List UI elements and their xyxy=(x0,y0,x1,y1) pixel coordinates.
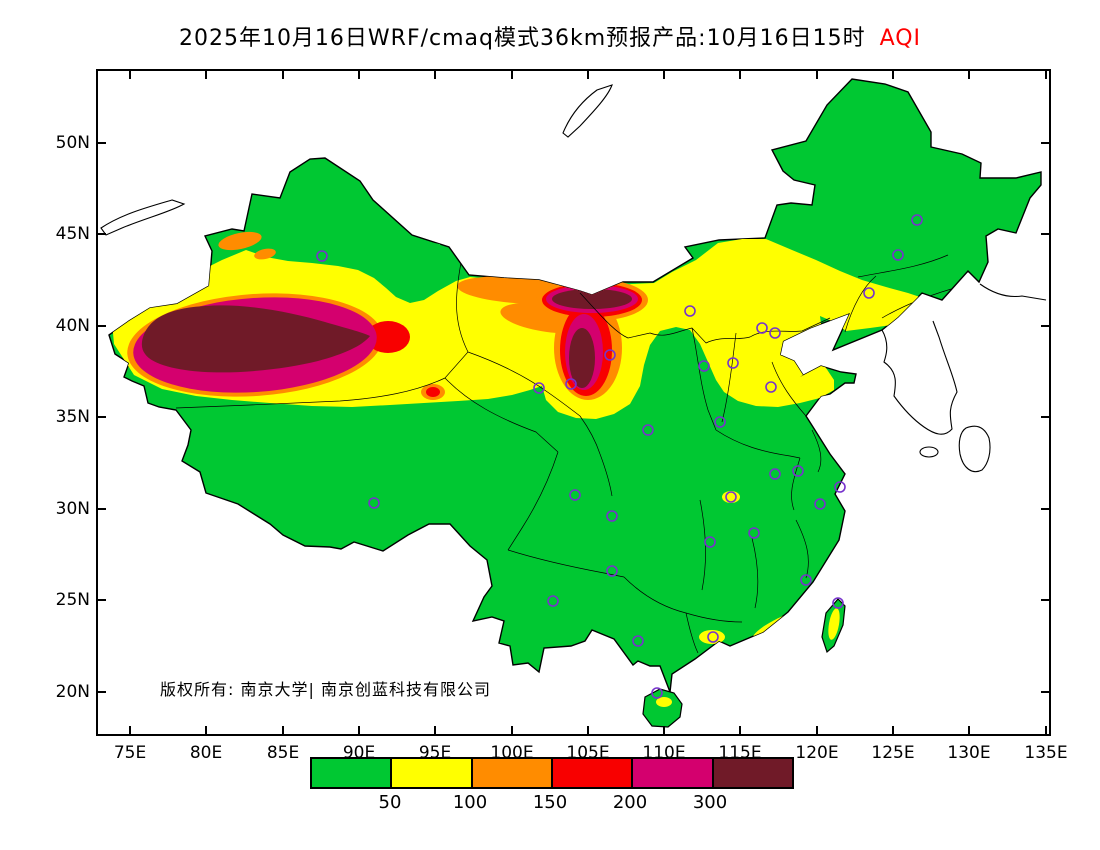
city-marker xyxy=(606,565,618,577)
city-marker xyxy=(748,527,760,539)
lon-label-125E: 125E xyxy=(871,743,915,763)
city-marker xyxy=(814,498,826,510)
aqi-yellow-spot-pearl-delta xyxy=(699,630,725,644)
legend-swatch-red xyxy=(552,759,634,787)
aqi-overlay-regions xyxy=(110,231,936,644)
city-markers xyxy=(316,214,923,699)
city-marker xyxy=(756,322,768,334)
city-marker xyxy=(606,510,618,522)
page-title: 2025年10月16日WRF/cmaq模式36km预报产品:10月16日15时 A… xyxy=(0,20,1100,52)
lat-label-25N: 25N xyxy=(55,590,90,610)
korea-outline xyxy=(881,320,958,435)
title-main: 2025年10月16日WRF/cmaq模式36km预报产品:10月16日15时 xyxy=(178,26,866,51)
city-marker xyxy=(547,595,559,607)
city-marker xyxy=(569,489,581,501)
aqi-yellow-spot-hainan xyxy=(656,697,672,707)
city-marker xyxy=(727,357,739,369)
city-marker xyxy=(698,360,710,372)
legend-swatch-green xyxy=(312,759,393,787)
tick-marks xyxy=(97,70,1050,735)
lon-label-75E: 75E xyxy=(113,743,147,763)
primorye-coast-outline xyxy=(979,283,1047,301)
city-marker xyxy=(316,250,328,262)
lon-label-135E: 135E xyxy=(1024,743,1068,763)
city-marker xyxy=(704,536,716,548)
aqi-yellow-spot-setibet xyxy=(400,550,440,576)
city-marker xyxy=(800,574,812,586)
legend-label-150: 150 xyxy=(532,792,568,813)
aqi-yellow-spot-taiwan xyxy=(828,608,840,640)
city-marker xyxy=(911,214,923,226)
city-marker xyxy=(863,287,875,299)
lat-label-40N: 40N xyxy=(55,316,90,336)
city-marker xyxy=(565,378,577,390)
aqi-legend xyxy=(310,757,794,789)
city-marker xyxy=(792,465,804,477)
lake-balkhash-outline xyxy=(100,199,186,236)
lon-label-85E: 85E xyxy=(266,743,300,763)
city-marker xyxy=(642,424,654,436)
city-marker xyxy=(725,491,737,503)
city-marker xyxy=(765,381,777,393)
city-marker xyxy=(707,631,719,643)
copyright-text: 版权所有: 南京大学| 南京创蓝科技有限公司 xyxy=(160,680,491,699)
city-marker xyxy=(892,249,904,261)
city-marker xyxy=(651,687,663,699)
legend-swatch-orange xyxy=(472,759,553,787)
city-marker xyxy=(533,382,545,394)
lon-label-120E: 120E xyxy=(795,743,839,763)
lat-label-50N: 50N xyxy=(55,133,90,153)
lat-label-30N: 30N xyxy=(55,499,90,519)
neighbor-outlines xyxy=(100,84,1047,473)
city-marker xyxy=(714,416,726,428)
legend-label-300: 300 xyxy=(692,792,728,813)
hainan-island xyxy=(642,688,683,728)
taiwan-island xyxy=(821,598,846,654)
green-patch-junggar xyxy=(364,232,446,290)
city-marker xyxy=(368,497,380,509)
legend-swatch-magenta xyxy=(633,759,714,787)
kyushu-outline xyxy=(958,425,991,473)
province-borders xyxy=(175,251,963,654)
city-marker xyxy=(834,481,846,493)
lat-label-45N: 45N xyxy=(55,224,90,244)
lon-label-130E: 130E xyxy=(947,743,991,763)
lon-label-80E: 80E xyxy=(189,743,223,763)
lat-label-20N: 20N xyxy=(55,682,90,702)
legend-swatch-maroon xyxy=(713,759,792,787)
city-marker xyxy=(769,468,781,480)
legend-swatch-yellow xyxy=(392,759,473,787)
map-frame xyxy=(96,69,1051,736)
lat-label-35N: 35N xyxy=(55,407,90,427)
city-marker xyxy=(769,327,781,339)
city-marker xyxy=(604,349,616,361)
aqi-maroon-layer xyxy=(141,289,632,388)
city-marker xyxy=(832,597,844,609)
city-marker xyxy=(684,305,696,317)
city-marker xyxy=(632,635,644,647)
lake-baikal-outline xyxy=(562,84,613,138)
legend-label-100: 100 xyxy=(452,792,488,813)
legend-label-200: 200 xyxy=(612,792,648,813)
title-aqi-label: AQI xyxy=(879,26,922,51)
jeju-outline xyxy=(919,446,939,458)
legend-label-50: 50 xyxy=(378,792,402,813)
